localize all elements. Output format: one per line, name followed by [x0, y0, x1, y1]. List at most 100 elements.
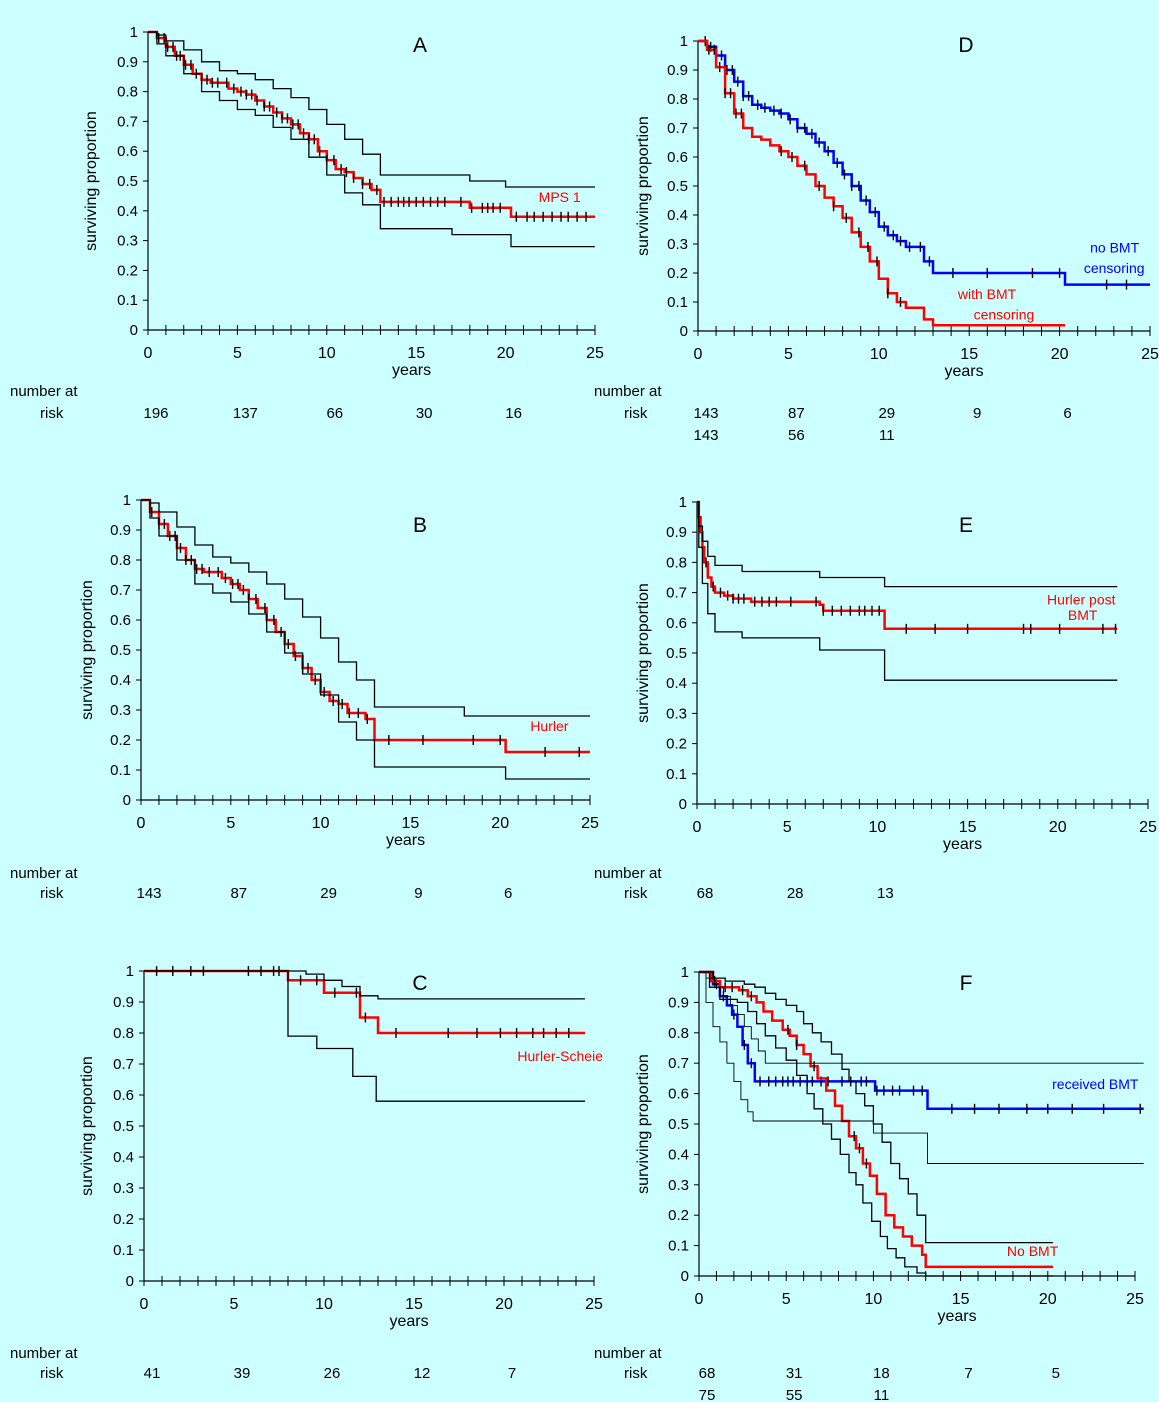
- panel-a-series-2-line: [148, 31, 595, 188]
- panel-c-y-tick-label: 0: [126, 1273, 134, 1290]
- panel-f-annotation-2: No BMT: [1007, 1243, 1059, 1259]
- panel-d-risk-value-row1: 143: [693, 405, 718, 422]
- panel-d-x-axis-label: years: [944, 363, 983, 380]
- panel-f-y-tick-label: 1: [681, 964, 689, 981]
- panel-b-risk-value-row1: 143: [136, 885, 161, 902]
- panel-c-y-axis-label: surviving proportion: [79, 1056, 96, 1196]
- panel-b-x-tick-label: 10: [312, 815, 330, 832]
- panel-d-y-tick-label: 0.6: [667, 149, 688, 166]
- panel-b-panel-label: B: [413, 514, 427, 537]
- panel-a-x-tick-label: 20: [497, 345, 515, 362]
- panel-b-risk-label-line1: number at: [10, 865, 78, 882]
- panel-a-x-tick-label: 0: [144, 345, 153, 362]
- panel-d-y-tick-label: 0.9: [667, 62, 688, 79]
- panel-d-y-tick-label: 0.7: [667, 120, 688, 137]
- panel-a-risk-label-line1: number at: [10, 383, 78, 400]
- panel-d-annotation-3: with BMT: [957, 286, 1017, 302]
- panel-a-y-tick-label: 0: [130, 322, 138, 339]
- panel-b-y-axis-label: surviving proportion: [79, 580, 96, 720]
- panel-e-x-tick-label: 20: [1049, 819, 1067, 836]
- panel-e-risk-value-row1: 28: [787, 885, 804, 902]
- panel-e-series-2-line: [697, 501, 1118, 588]
- panel-e-y-tick-label: 1: [679, 494, 687, 511]
- panel-b-y-tick-label: 0.4: [110, 672, 131, 689]
- panel-d-risk-value-row2: 11: [879, 427, 895, 444]
- panel-f-risk-value-row1: 68: [699, 1365, 716, 1382]
- panel-f-series-2-line: [699, 970, 1053, 1269]
- panel-f-x-tick-label: 0: [695, 1291, 704, 1308]
- panel-d-y-tick-label: 0.1: [667, 294, 688, 311]
- panel-f-y-tick-label: 0.6: [668, 1086, 689, 1103]
- panel-c-panel-label: C: [412, 972, 427, 995]
- panel-e-x-axis-label: years: [943, 836, 982, 853]
- panel-b-risk-value-row1: 87: [230, 885, 247, 902]
- panel-b-y-tick-label: 0.1: [110, 762, 131, 779]
- panel-b-y-tick-label: 0.6: [110, 612, 131, 629]
- panel-c-y-tick-label: 0.1: [113, 1242, 134, 1259]
- panel-c-x-tick-label: 10: [315, 1296, 333, 1313]
- panel-e-panel-label: E: [959, 514, 973, 537]
- panel-d-risk-value-row1: 9: [973, 405, 981, 422]
- panel-b-y-tick-label: 0.3: [110, 702, 131, 719]
- panel-a-y-tick-label: 0.5: [117, 173, 138, 190]
- panel-d-y-tick-label: 1: [680, 33, 688, 50]
- panel-f-y-tick-label: 0.2: [668, 1207, 689, 1224]
- panel-f-series-4-line: [699, 971, 1053, 1277]
- panel-d-x-tick-label: 0: [694, 346, 703, 363]
- panel-c-y-tick-label: 0.2: [113, 1211, 134, 1228]
- panel-e-annotation-2: BMT: [1068, 607, 1098, 623]
- panel-f-y-tick-label: 0.4: [668, 1146, 689, 1163]
- panel-d-risk-value-row1: 87: [788, 405, 805, 422]
- panel-d-y-tick-label: 0.5: [667, 178, 688, 195]
- panel-b-annotation-1: Hurler: [530, 718, 568, 734]
- panel-b-y-tick-label: 0.7: [110, 582, 131, 599]
- panel-e-x-tick-label: 10: [869, 819, 887, 836]
- panel-f-y-tick-label: 0.9: [668, 994, 689, 1011]
- panel-e-x-tick-label: 5: [783, 819, 792, 836]
- panel-a-risk-value-row1: 30: [416, 405, 433, 422]
- panel-f-y-tick-label: 0: [681, 1268, 689, 1285]
- panel-e-x-tick-label: 15: [959, 819, 977, 836]
- panel-d-series-2-line: [698, 39, 1065, 327]
- panel-a-y-tick-label: 0.9: [117, 54, 138, 71]
- panel-f-y-axis-label: surviving proportion: [635, 1054, 652, 1194]
- panel-f-x-tick-label: 10: [865, 1291, 883, 1308]
- panel-f-y-tick-label: 0.1: [668, 1238, 689, 1255]
- panel-b-x-tick-label: 0: [137, 815, 146, 832]
- panel-d-y-tick-label: 0.3: [667, 236, 688, 253]
- panel-e-y-tick-label: 0.7: [666, 585, 687, 602]
- panel-b-x-tick-label: 20: [491, 815, 509, 832]
- panel-d-x-tick-label: 25: [1141, 346, 1159, 363]
- panel-f-risk-value-row2: 55: [786, 1387, 803, 1402]
- panel-f-series-6-line: [699, 971, 1144, 1164]
- panel-a-x-tick-label: 10: [318, 345, 336, 362]
- panel-e-y-axis-label: surviving proportion: [635, 583, 652, 723]
- panel-a-series-3-line: [148, 31, 595, 248]
- panel-c-risk-label-line1: number at: [10, 1345, 78, 1362]
- panel-d-y-tick-label: 0.2: [667, 265, 688, 282]
- panel-b-y-tick-label: 0.5: [110, 642, 131, 659]
- panel-a-y-axis-label: surviving proportion: [83, 111, 100, 251]
- panel-d-y-tick-label: 0: [680, 323, 688, 340]
- panel-a-y-tick-label: 0.3: [117, 233, 138, 250]
- panel-f-panel-label: F: [960, 972, 973, 995]
- panel-e-y-tick-label: 0.6: [666, 615, 687, 632]
- panel-c-y-tick-label: 0.8: [113, 1025, 134, 1042]
- panel-a-risk-value-row1: 137: [233, 405, 258, 422]
- panel-a-series-1-line: [148, 30, 595, 219]
- panel-a-y-tick-label: 0.6: [117, 143, 138, 160]
- panel-e-x-tick-label: 25: [1139, 819, 1157, 836]
- panel-a-x-tick-label: 25: [586, 345, 604, 362]
- panel-c-risk-label-line2: risk: [40, 1365, 64, 1382]
- panel-f-x-tick-label: 25: [1126, 1291, 1144, 1308]
- panel-b-series-3-line: [141, 499, 590, 780]
- panel-d-risk-label-line2: risk: [624, 405, 648, 422]
- panel-c-risk-value-row1: 39: [234, 1365, 251, 1382]
- panel-c-risk-value-row1: 26: [324, 1365, 341, 1382]
- panel-c-y-tick-label: 0.9: [113, 994, 134, 1011]
- panel-c-x-tick-label: 25: [585, 1296, 603, 1313]
- panel-f-series-3-line: [699, 971, 1053, 1244]
- panel-b-x-tick-label: 25: [581, 815, 599, 832]
